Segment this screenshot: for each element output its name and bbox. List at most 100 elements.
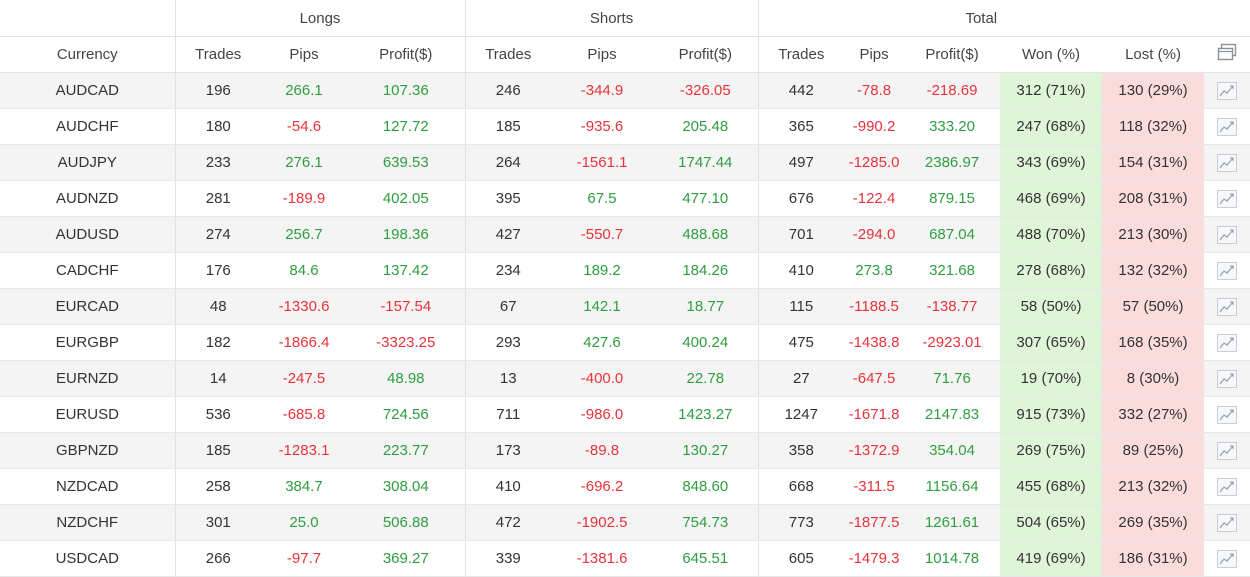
table-row: AUDCHF 180 -54.6 127.72 185 -935.6 205.48 365 -9…	[0, 108, 1250, 145]
table-row: AUDUSD 274 256.7 198.36 427 -550.7 488.68 701 -2…	[0, 216, 1250, 253]
short-pips-cell: -89.8	[551, 432, 654, 469]
line-chart-icon[interactable]	[1217, 549, 1238, 568]
total-pips-cell: -1438.8	[844, 324, 905, 361]
col-header-short-pips[interactable]: Pips	[551, 36, 654, 73]
group-header-longs: Longs	[175, 0, 466, 37]
won-cell: 19 (70%)	[1000, 360, 1103, 397]
lost-cell: 186 (31%)	[1102, 540, 1205, 577]
total-trades-cell: 497	[758, 144, 845, 181]
long-profit-cell: 137.42	[347, 252, 466, 289]
short-pips-cell: 189.2	[551, 252, 654, 289]
long-pips-cell: -1330.6	[261, 288, 347, 325]
line-chart-icon[interactable]	[1217, 225, 1238, 244]
lost-cell: 118 (32%)	[1102, 108, 1205, 145]
long-trades-cell: 176	[175, 252, 261, 289]
line-chart-icon[interactable]	[1217, 297, 1238, 316]
long-profit-cell: 127.72	[347, 108, 466, 145]
short-pips-cell: -696.2	[551, 468, 654, 505]
table-row: EURCAD 48 -1330.6 -157.54 67 142.1 18.77 115 -11…	[0, 288, 1250, 325]
long-pips-cell: -1283.1	[261, 432, 347, 469]
currency-cell: AUDCAD	[0, 72, 176, 109]
total-pips-cell: -1188.5	[844, 288, 905, 325]
line-chart-icon[interactable]	[1217, 441, 1238, 460]
line-chart-icon[interactable]	[1217, 117, 1238, 136]
line-chart-icon[interactable]	[1217, 513, 1238, 532]
line-chart-icon[interactable]	[1217, 477, 1238, 496]
col-header-long-profit[interactable]: Profit($)	[347, 36, 466, 73]
long-pips-cell: 25.0	[261, 504, 347, 541]
total-pips-cell: -647.5	[844, 360, 905, 397]
table-row: GBPNZD 185 -1283.1 223.77 173 -89.8 130.27 358-…	[0, 432, 1250, 469]
short-profit-cell: 184.26	[653, 252, 759, 289]
short-pips-cell: -344.9	[551, 72, 654, 109]
col-header-long-trades[interactable]: Trades	[175, 36, 261, 73]
won-cell: 915 (73%)	[1000, 396, 1103, 433]
total-pips-cell: -1877.5	[844, 504, 905, 541]
chart-cell	[1204, 324, 1250, 361]
col-header-won[interactable]: Won (%)	[1000, 36, 1103, 73]
long-trades-cell: 180	[175, 108, 261, 145]
chart-cell	[1204, 540, 1250, 577]
col-header-long-pips[interactable]: Pips	[261, 36, 347, 73]
total-trades-cell: 676	[758, 180, 845, 217]
total-pips-cell: -990.2	[844, 108, 905, 145]
long-trades-cell: 301	[175, 504, 261, 541]
col-header-total-profit[interactable]: Profit($)	[904, 36, 1001, 73]
col-header-total-pips[interactable]: Pips	[844, 36, 905, 73]
lost-cell: 130 (29%)	[1102, 72, 1205, 109]
total-pips-cell: -1285.0	[844, 144, 905, 181]
line-chart-icon[interactable]	[1217, 189, 1238, 208]
currency-cell: EURNZD	[0, 360, 176, 397]
total-pips-cell: -122.4	[844, 180, 905, 217]
line-chart-icon[interactable]	[1217, 153, 1238, 172]
columns-toggle-icon[interactable]	[1216, 43, 1238, 67]
total-profit-cell: -218.69	[904, 72, 1001, 109]
col-header-lost[interactable]: Lost (%)	[1102, 36, 1205, 73]
short-pips-cell: -550.7	[551, 216, 654, 253]
long-pips-cell: -1866.4	[261, 324, 347, 361]
long-trades-cell: 233	[175, 144, 261, 181]
total-profit-cell: 1261.61	[904, 504, 1001, 541]
won-cell: 269 (75%)	[1000, 432, 1103, 469]
won-cell: 504 (65%)	[1000, 504, 1103, 541]
short-profit-cell: 645.51	[653, 540, 759, 577]
currency-cell: NZDCHF	[0, 504, 176, 541]
line-chart-icon[interactable]	[1217, 369, 1238, 388]
long-profit-cell: 402.05	[347, 180, 466, 217]
group-header-shorts: Shorts	[465, 0, 759, 37]
won-cell: 488 (70%)	[1000, 216, 1103, 253]
total-profit-cell: 1014.78	[904, 540, 1001, 577]
total-pips-cell: 273.8	[844, 252, 905, 289]
col-header-currency[interactable]: Currency	[0, 36, 176, 73]
chart-cell	[1204, 468, 1250, 505]
lost-cell: 332 (27%)	[1102, 396, 1205, 433]
long-trades-cell: 274	[175, 216, 261, 253]
long-profit-cell: 107.36	[347, 72, 466, 109]
col-header-tools	[1204, 36, 1250, 73]
lost-cell: 132 (32%)	[1102, 252, 1205, 289]
line-chart-icon[interactable]	[1217, 81, 1238, 100]
chart-cell	[1204, 288, 1250, 325]
lost-cell: 89 (25%)	[1102, 432, 1205, 469]
lost-cell: 213 (30%)	[1102, 216, 1205, 253]
chart-cell	[1204, 396, 1250, 433]
long-trades-cell: 281	[175, 180, 261, 217]
long-pips-cell: 266.1	[261, 72, 347, 109]
col-header-total-trades[interactable]: Trades	[758, 36, 845, 73]
line-chart-icon[interactable]	[1217, 261, 1238, 280]
short-trades-cell: 711	[465, 396, 552, 433]
won-cell: 419 (69%)	[1000, 540, 1103, 577]
table-row: AUDCAD 196 266.1 107.36 246 -344.9 -326.05 442-…	[0, 72, 1250, 109]
short-profit-cell: 488.68	[653, 216, 759, 253]
currency-cell: CADCHF	[0, 252, 176, 289]
col-header-short-profit[interactable]: Profit($)	[653, 36, 759, 73]
total-profit-cell: 354.04	[904, 432, 1001, 469]
col-header-short-trades[interactable]: Trades	[465, 36, 552, 73]
line-chart-icon[interactable]	[1217, 405, 1238, 424]
long-pips-cell: -685.8	[261, 396, 347, 433]
chart-cell	[1204, 108, 1250, 145]
total-trades-cell: 773	[758, 504, 845, 541]
total-profit-cell: 1156.64	[904, 468, 1001, 505]
group-header-blank	[0, 0, 176, 37]
line-chart-icon[interactable]	[1217, 333, 1238, 352]
